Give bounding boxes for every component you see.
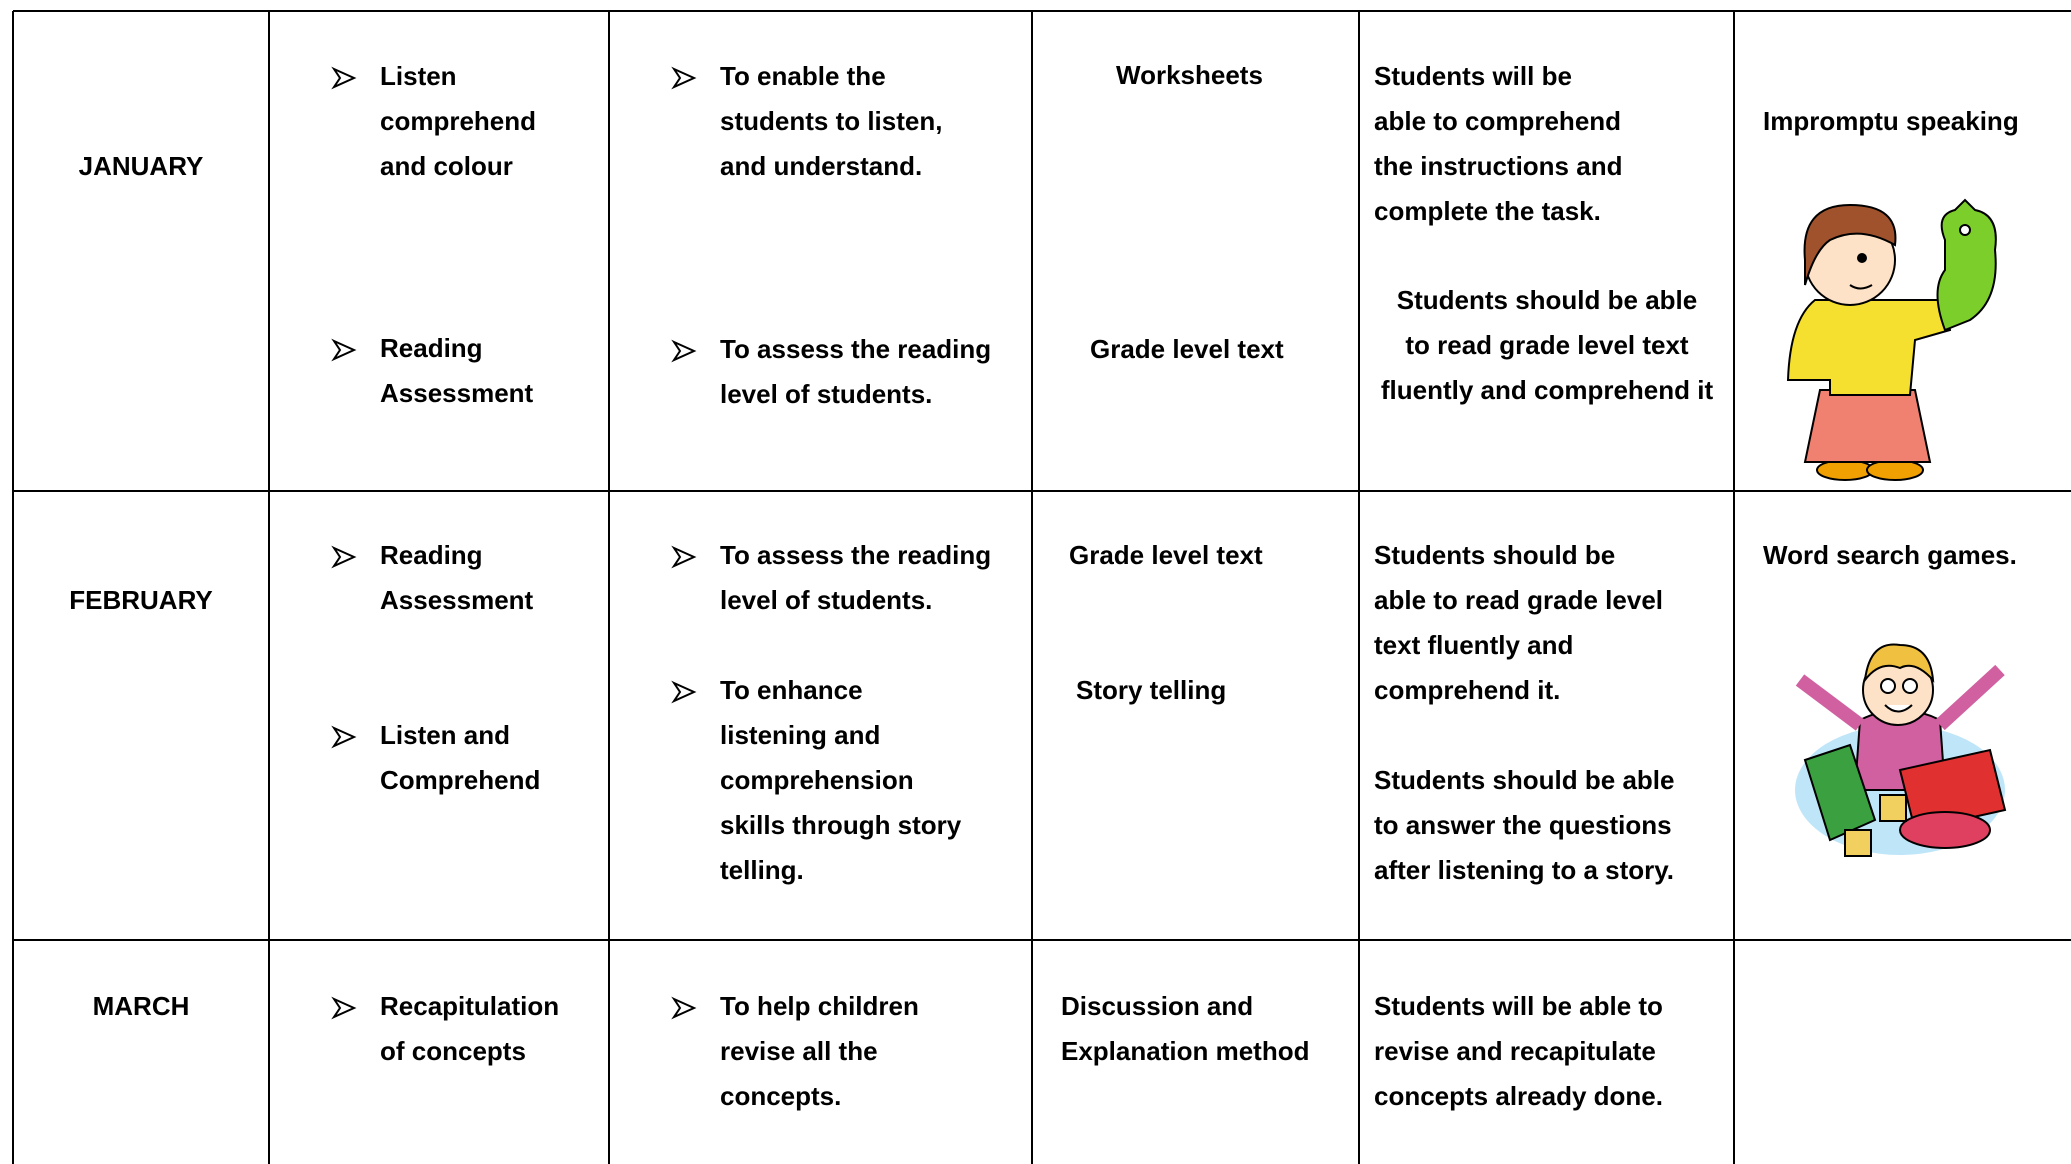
topic-line: Listen and — [380, 720, 510, 750]
month-label: FEBRUARY — [69, 585, 212, 615]
bullet-arrow — [671, 66, 697, 90]
outcome-line: Students should be able — [1397, 285, 1697, 315]
objective-line: and understand. — [720, 151, 922, 181]
table-cells: JANUARY Listen comprehend and colour Reading… — [69, 60, 2018, 1111]
objective-line: listening and — [720, 720, 880, 750]
activity-label: Word search games. — [1763, 540, 2017, 570]
objective-line: students to listen, — [720, 106, 942, 136]
month-label: JANUARY — [79, 151, 204, 181]
bullet-arrow — [331, 996, 357, 1020]
outcome-line: Students will be — [1374, 61, 1572, 91]
outcome-line: Students should be able — [1374, 765, 1674, 795]
outcome-line: revise and recapitulate — [1374, 1036, 1656, 1066]
topic-line: comprehend — [380, 106, 536, 136]
word-game-illustration — [1795, 643, 2007, 857]
objective-line: skills through story — [720, 810, 962, 840]
bullet-arrow — [671, 339, 697, 363]
topic-line: Reading — [380, 333, 483, 363]
topic-line: Recapitulation — [380, 991, 559, 1021]
objective-line: telling. — [720, 855, 804, 885]
objective-line: To enhance — [720, 675, 863, 705]
outcome-line: complete the task. — [1374, 196, 1601, 226]
bullet-arrow — [671, 680, 697, 704]
outcome-line: Students will be able to — [1374, 991, 1663, 1021]
outcome-line: to answer the questions — [1374, 810, 1672, 840]
outcome-line: able to comprehend — [1374, 106, 1621, 136]
objective-line: To help children — [720, 991, 919, 1021]
topic-line: Comprehend — [380, 765, 540, 795]
objective-line: level of students. — [720, 585, 932, 615]
topic-line: of concepts — [380, 1036, 526, 1066]
outcome-line: Students should be — [1374, 540, 1615, 570]
activity-label: Impromptu speaking — [1763, 106, 2019, 136]
resource-line: Discussion and — [1061, 991, 1253, 1021]
bullet-arrow — [331, 725, 357, 749]
objective-line: level of students. — [720, 379, 932, 409]
outcome-line: to read grade level text — [1405, 330, 1689, 360]
resource-line: Grade level text — [1069, 540, 1263, 570]
resource-line: Explanation method — [1061, 1036, 1309, 1066]
table-grid — [12, 10, 2071, 1164]
objective-line: To enable the — [720, 61, 886, 91]
outcome-line: able to read grade level — [1374, 585, 1663, 615]
topic-line: Assessment — [380, 378, 534, 408]
resource-line: Grade level text — [1090, 334, 1284, 364]
resource-line: Story telling — [1076, 675, 1226, 705]
objective-line: To assess the reading — [720, 334, 991, 364]
puppet-illustration — [1786, 198, 1997, 481]
outcome-line: fluently and comprehend it — [1381, 375, 1714, 405]
objective-line: To assess the reading — [720, 540, 991, 570]
objective-line: revise all the — [720, 1036, 878, 1066]
topic-line: and colour — [380, 151, 513, 181]
bullet-arrow — [331, 338, 357, 362]
objective-line: comprehension — [720, 765, 914, 795]
outcome-line: text fluently and — [1374, 630, 1573, 660]
objective-line: concepts. — [720, 1081, 841, 1111]
topic-line: Reading — [380, 540, 483, 570]
month-label: MARCH — [93, 991, 190, 1021]
topic-line: Listen — [380, 61, 457, 91]
outcome-line: concepts already done. — [1374, 1081, 1663, 1111]
bullet-arrow — [671, 996, 697, 1020]
outcome-line: after listening to a story. — [1374, 855, 1674, 885]
bullet-arrow — [331, 545, 357, 569]
resource-line: Worksheets — [1116, 60, 1263, 90]
outcome-line: comprehend it. — [1374, 675, 1560, 705]
outcome-line: the instructions and — [1374, 151, 1622, 181]
topic-line: Assessment — [380, 585, 534, 615]
bullet-arrow — [331, 66, 357, 90]
bullet-arrow — [671, 545, 697, 569]
